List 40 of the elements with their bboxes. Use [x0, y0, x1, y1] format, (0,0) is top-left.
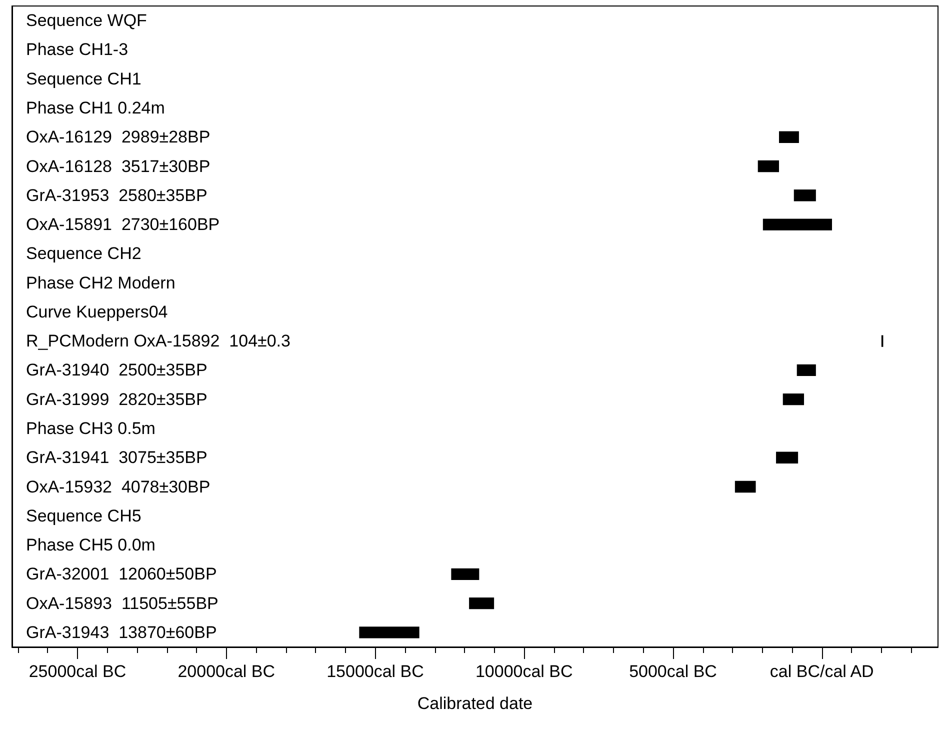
bar: [469, 597, 494, 610]
x-tick-label: 25000cal BC: [28, 662, 126, 681]
y-tick-label: Sequence CH1: [26, 69, 142, 88]
bar: [796, 364, 816, 376]
bar: [359, 626, 420, 638]
y-tick-label: Phase CH3 0.5m: [26, 418, 156, 438]
bar: [734, 480, 756, 493]
y-tick-label: Phase CH5 0.0m: [26, 536, 156, 555]
y-tick-label: OxA-15891 2730±160BP: [26, 215, 220, 234]
y-tick-label: Sequence WQF: [26, 11, 147, 30]
y-tick-label: GrA-31940 2500±35BP: [26, 360, 208, 380]
x-tick-label: 20000cal BC: [178, 662, 276, 681]
y-tick-label: GrA-31953 2580±35BP: [26, 186, 208, 205]
bar: [451, 568, 480, 580]
y-tick-label: R_PCModern OxA-15892 104±0.3: [26, 332, 290, 351]
y-tick-label: Sequence CH2: [26, 244, 142, 264]
x-axis-title: Calibrated date: [417, 694, 533, 713]
y-tick-label: OxA-15932 4078±30BP: [26, 477, 210, 496]
bar: [782, 394, 804, 406]
y-tick-label: GrA-32001 12060±50BP: [26, 564, 217, 584]
y-tick-label: OxA-16129 2989±28BP: [26, 128, 210, 147]
y-tick-label: Phase CH2 Modern: [26, 273, 176, 292]
y-tick-label: Phase CH1 0.24m: [26, 98, 165, 118]
bar: [776, 452, 798, 464]
y-tick-label: OxA-16128 3517±30BP: [26, 156, 210, 176]
y-tick-label: GrA-31943 13870±60BP: [26, 622, 217, 642]
y-tick-label: Sequence CH5: [26, 506, 142, 526]
x-tick-label: 5000cal BC: [629, 662, 717, 681]
y-tick-label: Phase CH1-3: [26, 40, 128, 60]
y-tick-label: Curve Kueppers04: [26, 302, 168, 322]
y-tick-label: OxA-15893 11505±55BP: [26, 594, 218, 613]
bar: [794, 190, 816, 202]
bar: [762, 218, 832, 230]
bar: [758, 160, 779, 172]
x-tick-label: cal BC/cal AD: [770, 662, 874, 681]
x-tick-label: 15000cal BC: [326, 662, 424, 681]
bar: [779, 131, 799, 143]
y-tick-label: GrA-31999 2820±35BP: [26, 390, 208, 409]
x-tick-label: 10000cal BC: [475, 662, 573, 681]
y-tick-label: GrA-31941 3075±35BP: [26, 448, 208, 468]
